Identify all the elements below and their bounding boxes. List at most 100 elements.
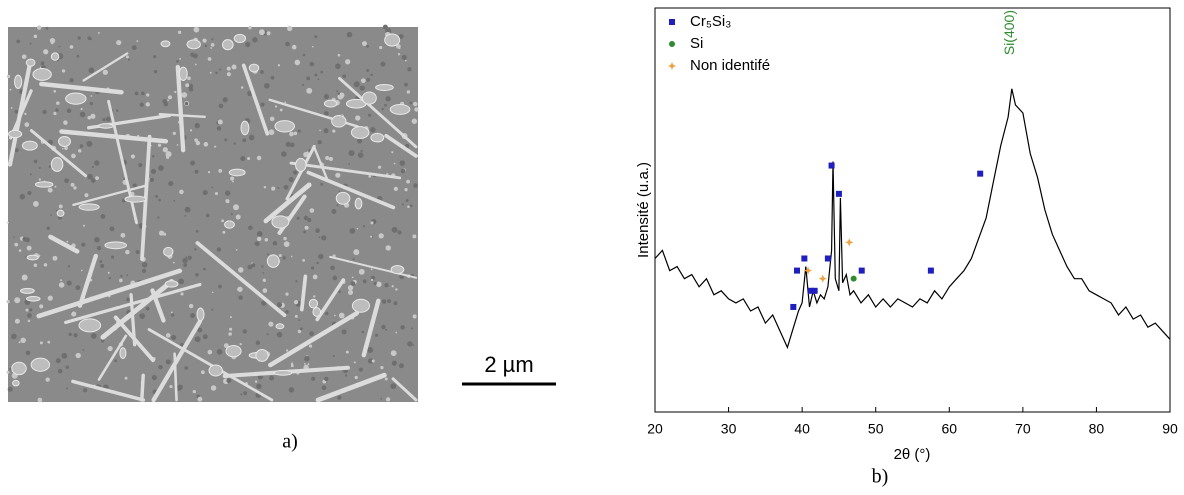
sem-grain xyxy=(335,63,341,70)
sem-grain xyxy=(294,314,298,318)
scale-bar-label: 2 µm xyxy=(484,352,533,377)
sem-grain xyxy=(53,89,57,93)
sem-grain xyxy=(285,349,289,352)
sem-grain xyxy=(90,178,96,183)
sem-grain xyxy=(397,230,402,235)
sem-grain xyxy=(381,324,386,330)
sem-grain xyxy=(91,165,95,169)
marker xyxy=(977,170,984,177)
sem-grain xyxy=(361,330,365,334)
sem-grain xyxy=(216,247,222,252)
sem-particle xyxy=(255,348,269,362)
sem-grain xyxy=(77,36,81,40)
sem-grain xyxy=(401,54,407,60)
sem-grain xyxy=(207,349,213,355)
sem-grain xyxy=(21,274,28,281)
sem-grain xyxy=(399,160,406,166)
x-tick-label: 30 xyxy=(721,421,737,437)
sem-grain xyxy=(390,350,397,357)
sem-grain xyxy=(385,96,391,102)
sem-grain xyxy=(337,53,341,57)
sem-grain xyxy=(185,83,190,88)
sem-grain xyxy=(370,73,374,77)
sem-grain xyxy=(232,180,234,183)
sem-grain xyxy=(82,224,85,227)
sem-grain xyxy=(337,92,340,96)
sem-rod xyxy=(48,234,80,254)
sem-grain xyxy=(260,70,264,74)
sem-grain xyxy=(94,236,100,243)
sem-grain xyxy=(404,188,408,192)
x-tick-label: 50 xyxy=(868,421,884,437)
sem-grain xyxy=(256,383,262,390)
sem-rod xyxy=(129,293,137,347)
sem-grain xyxy=(264,82,270,89)
sem-grain xyxy=(65,387,68,390)
sem-particle xyxy=(78,318,102,333)
sem-grain xyxy=(385,328,388,331)
sem-grain xyxy=(390,383,397,390)
sem-grain xyxy=(195,140,201,146)
sem-particle xyxy=(20,287,35,294)
sem-grain xyxy=(88,67,95,74)
sem-grain xyxy=(332,275,338,281)
sem-rod xyxy=(29,129,88,178)
sem-grain xyxy=(22,236,27,242)
sem-grain xyxy=(262,288,268,294)
sem-grain xyxy=(176,144,179,146)
sem-grain xyxy=(216,348,223,355)
sem-grain xyxy=(209,71,212,74)
sem-rod xyxy=(391,377,418,402)
sem-grain xyxy=(24,112,27,116)
sem-grain xyxy=(71,153,76,159)
sem-grain xyxy=(55,108,59,112)
sem-grain xyxy=(398,363,404,369)
sem-grain xyxy=(214,191,219,196)
sem-grain xyxy=(269,116,275,122)
x-tick-label: 80 xyxy=(1089,421,1105,437)
sem-grain xyxy=(268,321,274,327)
annotation: Si(400) xyxy=(1001,10,1017,55)
sem-grain xyxy=(33,263,38,268)
sem-grain xyxy=(224,190,231,196)
sem-grain xyxy=(318,253,324,260)
sem-grain xyxy=(378,233,384,239)
sem-grain xyxy=(189,129,193,132)
sem-grain xyxy=(233,142,236,145)
sem-grain xyxy=(79,111,86,118)
sem-grain xyxy=(222,230,226,234)
sem-grain xyxy=(277,186,280,189)
sem-rod xyxy=(36,268,183,319)
sem-grain xyxy=(233,204,239,211)
sem-grain xyxy=(255,340,261,345)
sem-grain xyxy=(268,129,275,136)
sem-particle xyxy=(78,203,100,211)
sem-grain xyxy=(151,375,157,381)
sem-grain xyxy=(303,215,309,221)
sem-grain xyxy=(302,259,306,262)
sem-grain xyxy=(153,55,157,59)
sem-grain xyxy=(393,162,396,165)
sem-grain xyxy=(316,261,319,265)
sem-grain xyxy=(320,70,324,74)
sem-grain xyxy=(406,90,411,94)
sem-grain xyxy=(185,256,188,258)
sem-grain xyxy=(110,255,115,259)
x-tick-label: 60 xyxy=(941,421,957,437)
sem-grain xyxy=(69,45,74,49)
sem-particle xyxy=(98,123,114,129)
sem-grain xyxy=(190,312,196,319)
sem-grain xyxy=(290,255,293,258)
sem-grain xyxy=(358,367,363,372)
legend-label: Non identifé xyxy=(690,57,770,74)
sem-grain xyxy=(313,295,316,298)
sem-grain xyxy=(256,236,262,242)
sem-grain xyxy=(289,142,295,148)
sem-grain xyxy=(330,265,335,271)
sem-grain xyxy=(223,343,229,349)
sem-grain xyxy=(207,57,212,61)
sem-grain xyxy=(13,236,15,238)
sem-grain xyxy=(229,316,233,319)
sem-grain xyxy=(18,341,21,344)
sem-grain xyxy=(406,179,410,184)
